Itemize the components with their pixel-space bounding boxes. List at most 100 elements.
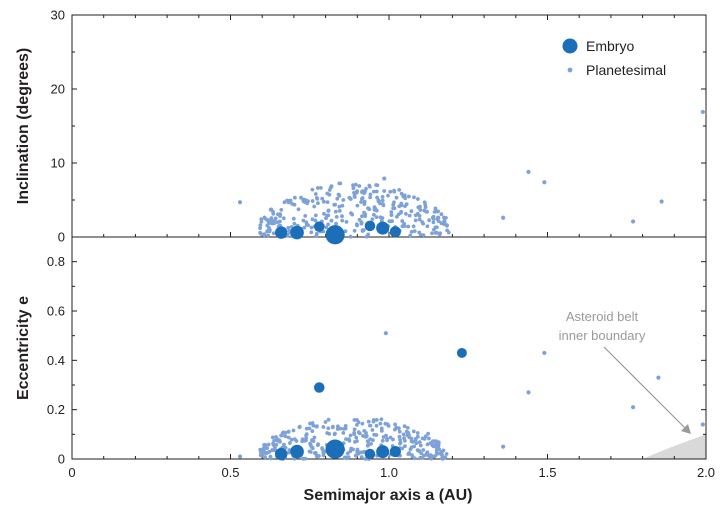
top-planetesimal-point <box>399 209 404 214</box>
legend-embryo-marker <box>562 38 578 54</box>
bottom-planetesimal-point <box>273 445 277 450</box>
bottom-planetesimal-point <box>310 438 314 443</box>
bottom-planetesimal-point <box>413 437 418 441</box>
top-planetesimal-point <box>306 223 310 228</box>
x-tick-label: 0 <box>68 465 75 480</box>
top-planetesimal-point <box>380 195 385 199</box>
top-planetesimal-point <box>310 217 315 222</box>
top-planetesimal-point <box>418 208 423 212</box>
top-planetesimal-point <box>314 234 319 239</box>
bottom-planetesimal-point <box>359 455 364 459</box>
top-planetesimal-point <box>359 221 364 226</box>
top-planetesimal-point <box>258 226 262 231</box>
bottom-planetesimal-point <box>331 424 335 429</box>
top-planetesimal-point <box>421 221 425 226</box>
bottom-planetesimal-point <box>263 455 267 460</box>
top-planetesimal-point <box>389 210 394 214</box>
bottom-planetesimal-point <box>286 429 291 434</box>
top-planetesimal-point <box>268 228 272 232</box>
bottom-planetesimal-point <box>365 439 370 444</box>
top-planetesimal-point <box>433 206 438 211</box>
bottom-y-tick-label: 0.6 <box>47 304 65 319</box>
annotation-layer <box>603 346 706 459</box>
bottom-planetesimal-point <box>343 424 348 428</box>
top-planetesimal-point <box>374 215 379 220</box>
top-planetesimal-point <box>337 193 342 198</box>
top-planetesimal-point <box>366 232 371 237</box>
top-planetesimal-point <box>354 190 359 195</box>
top-planetesimal-point <box>630 219 636 224</box>
top-planetesimal-point <box>266 233 270 238</box>
bottom-planetesimal-point <box>307 449 312 454</box>
bottom-planetesimal-point <box>355 447 360 452</box>
bottom-planetesimal-point <box>237 454 243 459</box>
bottom-planetesimal-point <box>320 446 324 451</box>
top-planetesimal-point <box>263 216 267 221</box>
top-planetesimal-point <box>329 218 334 223</box>
bottom-planetesimal-point <box>263 451 268 456</box>
annotation-line-2: inner boundary <box>559 328 646 343</box>
top-y-tick-label: 30 <box>51 8 65 23</box>
bottom-planetesimal-point <box>321 451 326 455</box>
bottom-embryo-point <box>313 382 325 393</box>
bottom-planetesimal-point <box>380 438 385 443</box>
top-planetesimal-point <box>417 217 422 222</box>
top-planetesimal-point <box>340 214 344 219</box>
bottom-planetesimal-point <box>304 432 309 437</box>
top-planetesimal-point <box>278 212 283 217</box>
top-planetesimal-point <box>309 230 314 235</box>
top-planetesimal-point <box>354 222 359 227</box>
bottom-planetesimal-point <box>383 421 388 426</box>
top-planetesimal-point <box>324 225 329 230</box>
bottom-planetesimal-point <box>310 421 315 425</box>
bottom-planetesimal-point <box>352 432 357 436</box>
top-planetesimal-point <box>362 210 366 215</box>
top-planetesimal-point <box>281 216 286 221</box>
top-planetesimal-point <box>389 213 394 218</box>
bottom-planetesimal-point <box>310 429 315 433</box>
bottom-planetesimal-point <box>406 452 411 456</box>
top-planetesimal-point <box>425 224 430 229</box>
top-planetesimal-point <box>382 189 387 193</box>
bottom-planetesimal-point <box>405 426 410 430</box>
bottom-planetesimal-point <box>418 443 423 448</box>
top-planetesimal-point <box>271 209 275 214</box>
top-planetesimal-point <box>437 232 442 237</box>
bottom-planetesimal-point <box>326 426 331 431</box>
top-planetesimal-point <box>362 199 367 204</box>
top-planetesimal-point <box>397 204 402 209</box>
top-planetesimal-point <box>353 182 358 187</box>
bottom-planetesimal-point <box>435 452 440 456</box>
bottom-planetesimal-point <box>362 429 367 433</box>
bottom-planetesimal-point <box>431 444 436 448</box>
top-y-tick-label: 10 <box>51 156 65 171</box>
bottom-planetesimal-point <box>277 438 282 443</box>
bottom-planetesimal-point <box>383 331 388 336</box>
bottom-planetesimal-point <box>397 426 401 431</box>
top-planetesimal-point <box>403 204 407 209</box>
top-planetesimal-point <box>259 217 264 222</box>
top-planetesimal-point <box>427 218 431 223</box>
bottom-planetesimal-point <box>397 434 402 439</box>
bottom-planetesimal-point <box>261 446 266 451</box>
bottom-planetesimal-point <box>315 454 319 459</box>
bottom-planetesimal-point <box>409 436 414 441</box>
top-planetesimal-point <box>340 218 345 223</box>
bottom-planetesimal-point <box>323 420 328 424</box>
bottom-planetesimal-point <box>338 426 343 431</box>
top-planetesimal-point <box>412 229 417 234</box>
top-planetesimal-point <box>380 216 385 220</box>
top-embryo-point <box>290 225 304 240</box>
bottom-planetesimal-point <box>274 442 279 447</box>
x-tick-label: 2.0 <box>697 465 715 480</box>
top-planetesimal-point <box>501 215 506 220</box>
top-planetesimal-point <box>326 213 331 218</box>
top-planetesimal-point <box>352 228 357 233</box>
annotation-line-1: Asteroid belt <box>566 309 639 324</box>
bottom-planetesimal-point <box>289 437 294 442</box>
bottom-planetesimal-point <box>267 450 272 454</box>
top-planetesimal-point <box>402 193 407 198</box>
bottom-planetesimal-point <box>288 441 292 445</box>
top-planetesimal-point <box>409 209 414 214</box>
bottom-planetesimal-point <box>422 453 426 458</box>
